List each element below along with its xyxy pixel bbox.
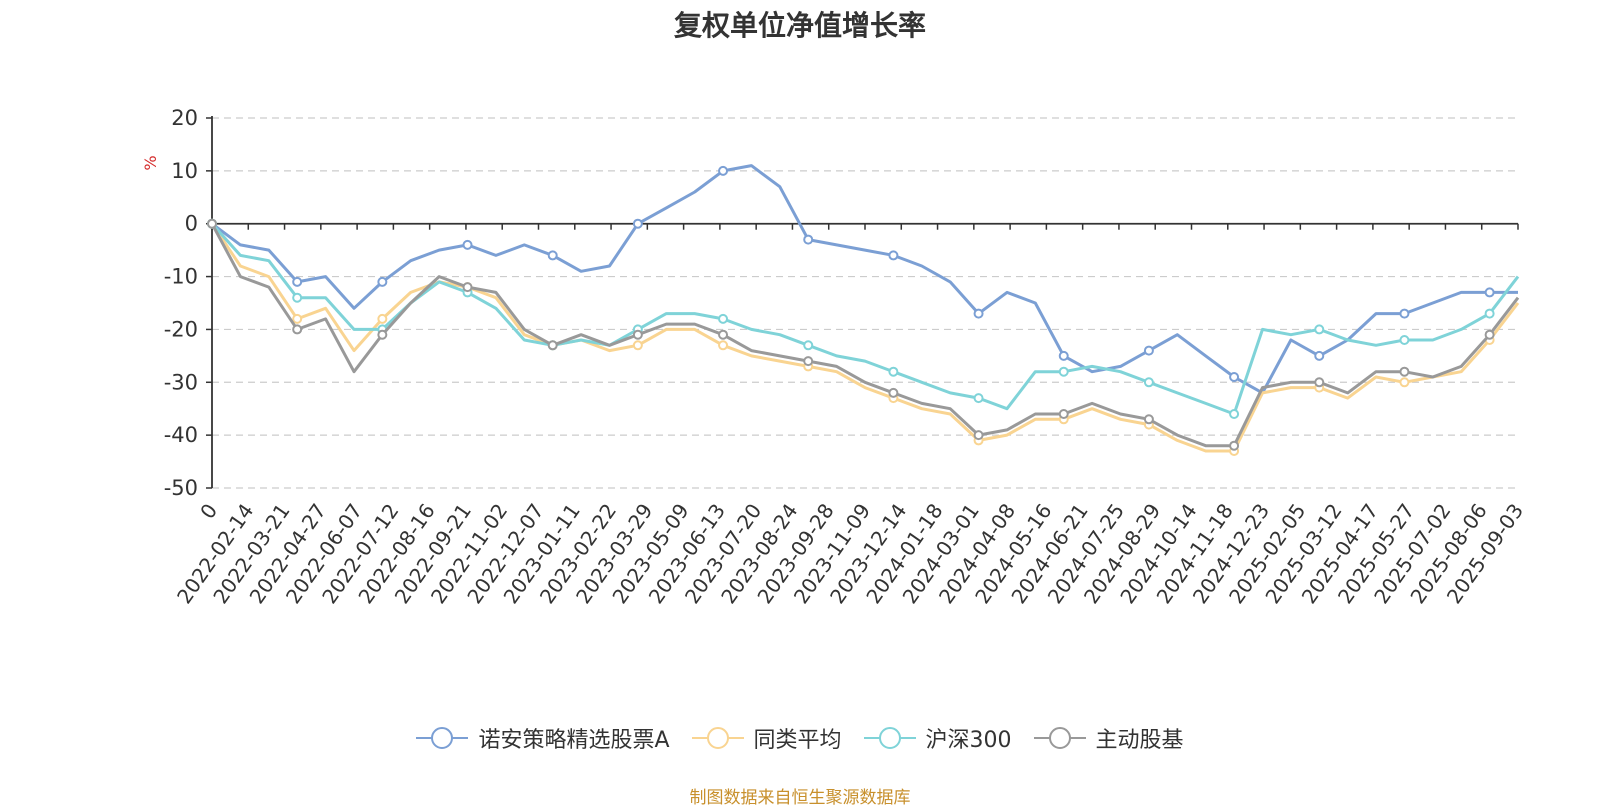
line-chart: 20 10 0 -10 -20 -30 -40 -50 02022-02-142022-03-… xyxy=(141,106,1528,608)
data-point xyxy=(377,329,388,340)
series-line xyxy=(210,222,1520,416)
data-point xyxy=(1399,377,1410,388)
data-point xyxy=(1314,324,1325,335)
y-tick-label: -40 xyxy=(164,423,198,447)
gridlines xyxy=(212,117,1518,489)
data-point xyxy=(462,239,473,250)
data-point xyxy=(888,387,899,398)
legend: 诺安策略精选股票A 同类平均 沪深300 主动股基 xyxy=(0,722,1600,754)
y-tick-label: 10 xyxy=(171,159,198,183)
data-point xyxy=(888,250,899,261)
data-point xyxy=(803,234,814,245)
data-point xyxy=(377,276,388,287)
legend-label: 沪深300 xyxy=(925,728,1012,753)
data-point xyxy=(1314,377,1325,388)
legend-item[interactable]: 主动股基 xyxy=(1033,722,1184,754)
legend-marker-icon xyxy=(1033,727,1086,749)
data-point xyxy=(292,324,303,335)
data-point xyxy=(1058,409,1069,419)
legend-item[interactable]: 同类平均 xyxy=(691,722,842,754)
data-point xyxy=(1484,308,1495,319)
y-tick-label: -10 xyxy=(164,265,198,289)
data-point xyxy=(1229,372,1240,382)
data-point xyxy=(803,340,814,351)
data-point xyxy=(1399,366,1410,377)
data-point xyxy=(1399,308,1410,319)
data-point xyxy=(292,276,303,287)
data-point xyxy=(1143,345,1154,356)
data-point xyxy=(207,218,217,229)
data-point xyxy=(973,393,984,404)
data-point xyxy=(1058,366,1069,377)
data-point xyxy=(1484,329,1495,340)
series-line xyxy=(210,222,1520,453)
data-point xyxy=(1399,335,1410,345)
data-point xyxy=(803,356,814,367)
legend-label: 同类平均 xyxy=(753,728,842,753)
data-point xyxy=(632,218,643,229)
series-1 xyxy=(207,218,1520,456)
y-tick-label: -20 xyxy=(164,317,198,341)
data-point xyxy=(1314,350,1325,361)
data-point xyxy=(292,313,303,324)
legend-item[interactable]: 诺安策略精选股票A xyxy=(416,722,670,754)
data-point xyxy=(1484,287,1495,298)
data-point xyxy=(973,430,984,441)
data-source-note: 制图数据来自恒生聚源数据库 xyxy=(689,788,911,808)
data-point xyxy=(888,366,899,377)
series-3 xyxy=(207,218,1520,451)
legend-item[interactable]: 沪深300 xyxy=(863,722,1012,754)
y-axis-unit-label: % xyxy=(141,155,160,170)
series-lines xyxy=(207,164,1520,456)
y-tick-label: 0 xyxy=(185,212,198,236)
legend-label: 主动股基 xyxy=(1095,728,1184,753)
series-line xyxy=(211,164,1518,395)
data-point xyxy=(632,340,643,351)
x-axis: 02022-02-142022-03-212022-04-272022-06-0… xyxy=(172,222,1528,608)
chart-title: 复权单位净值增长率 xyxy=(673,9,926,42)
data-point xyxy=(1058,350,1069,361)
data-point xyxy=(1229,409,1240,419)
y-tick-label: -50 xyxy=(164,476,198,500)
legend-label: 诺安策略精选股票A xyxy=(478,728,670,753)
series-0 xyxy=(207,164,1518,395)
series-line xyxy=(210,222,1520,448)
data-point xyxy=(547,250,558,261)
y-tick-label: 20 xyxy=(171,106,198,130)
data-point xyxy=(462,282,473,293)
x-tick-label: 0 xyxy=(195,499,222,523)
data-point xyxy=(1143,377,1154,388)
data-point xyxy=(377,313,388,324)
data-point xyxy=(718,329,729,340)
data-point xyxy=(547,340,558,351)
data-point xyxy=(973,308,984,319)
data-point xyxy=(718,313,729,324)
data-point xyxy=(718,340,729,351)
y-tick-label: -30 xyxy=(164,370,198,394)
data-point xyxy=(1229,440,1240,451)
data-point xyxy=(1143,414,1154,425)
y-axis: 20 10 0 -10 -20 -30 -40 -50 xyxy=(164,106,213,500)
legend-marker-icon xyxy=(863,727,916,749)
data-point xyxy=(718,165,729,176)
legend-marker-icon xyxy=(416,727,469,749)
data-point xyxy=(292,292,303,303)
data-point xyxy=(632,329,643,340)
legend-marker-icon xyxy=(691,727,744,749)
